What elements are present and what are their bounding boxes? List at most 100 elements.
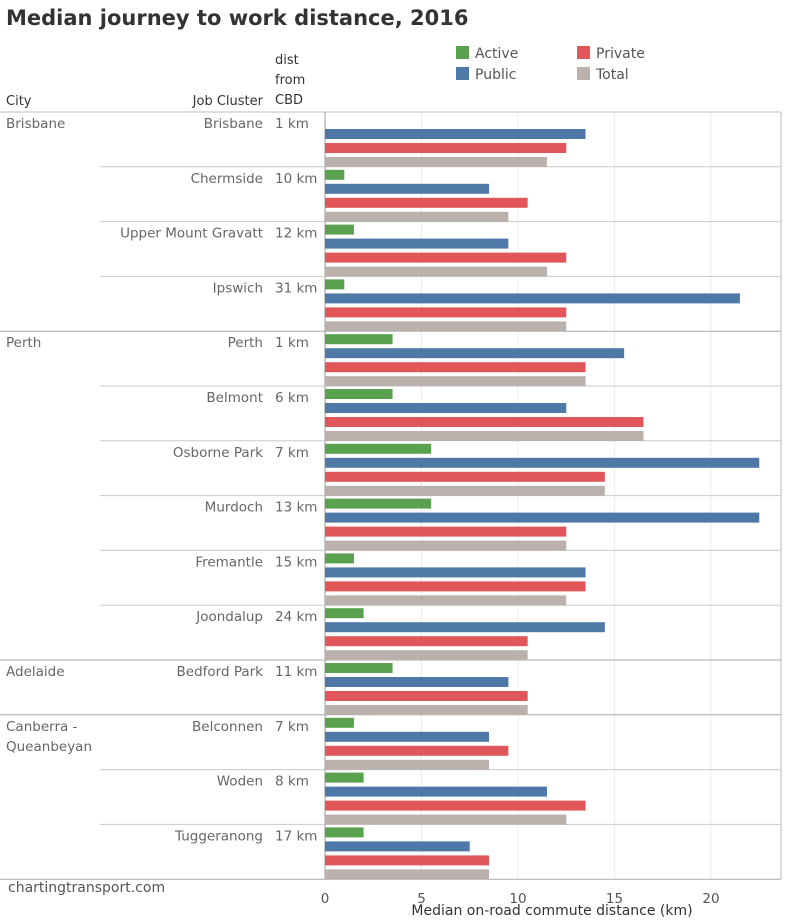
x-axis: 0 5 10 15 20 [321,891,720,907]
dist-from-cbd-label: 6 km [275,390,309,406]
bar-private [325,800,586,811]
job-cluster-label: Tuggeranong [174,828,263,844]
bar-public [325,622,605,633]
legend-swatch-private [577,46,590,59]
bar-private [325,417,644,427]
bar-private [325,636,528,647]
bar-private [325,691,528,701]
job-cluster-label: Belmont [206,390,263,406]
city-label: Brisbane [6,116,65,132]
bar-public [325,457,760,468]
job-cluster-label: Fremantle [195,554,263,570]
bar-active [325,663,393,673]
bar-public [325,238,509,249]
job-cluster-label: Perth [228,335,263,351]
bar-total [325,705,528,715]
bar-active [325,443,432,454]
legend-label-total: Total [595,67,629,83]
bar-total [325,650,528,661]
dist-from-cbd-label: 1 km [275,335,309,351]
bar-public [325,348,625,359]
bar-active [325,334,393,345]
dist-from-cbd-label: 17 km [275,828,317,844]
bar-total [325,540,567,551]
bar-active [325,772,364,783]
chart-rows: Brisbane Brisbane 1 km Chermside 10 km Upper … [6,116,317,844]
dist-from-cbd-label: 1 km [275,116,309,132]
legend-swatch-active [456,46,469,59]
bar-public [325,183,490,194]
bar-public [325,567,586,578]
bar-total [325,157,547,167]
job-cluster-label: Brisbane [204,116,263,132]
bar-total [325,211,509,222]
legend: Active Private Public Total [456,46,645,83]
bar-public [325,786,547,797]
city-label: Adelaide [6,664,65,680]
bar-active [325,279,345,290]
bar-public [325,841,470,852]
bar-private [325,745,509,756]
bar-public [325,731,490,742]
bar-private [325,526,567,537]
bar-private [325,307,567,318]
legend-label-public: Public [475,67,516,83]
bar-active [325,608,364,619]
bar-public [325,403,567,413]
job-cluster-label: Ipswich [213,280,263,296]
legend-swatch-public [456,67,469,80]
dist-from-cbd-label: 7 km [275,719,309,735]
x-tick-label: 5 [417,891,426,907]
x-tick-label: 15 [606,891,623,907]
job-cluster-label: Murdoch [205,500,263,516]
bar-active [325,717,354,728]
legend-swatch-total [577,67,590,80]
header-dist-line3: CBD [275,93,303,108]
bar-total [325,266,547,277]
source-credit: chartingtransport.com [8,880,165,896]
bar-private [325,197,528,208]
header-job-cluster: Job Cluster [192,94,264,109]
bar-total [325,485,605,496]
city-label: Queanbeyan [6,739,92,755]
bar-active [325,169,345,180]
header-city: City [6,94,32,109]
bar-private [325,855,490,866]
bar-public [325,512,760,523]
bar-public [325,129,586,139]
x-axis-title: Median on-road commute distance (km) [411,903,692,919]
job-cluster-label: Belconnen [192,719,263,735]
bar-private [325,581,586,592]
bar-total [325,431,644,441]
x-tick-label: 20 [702,891,719,907]
job-cluster-label: Woden [217,774,263,790]
bar-total [325,869,490,880]
x-tick-label: 0 [321,891,330,907]
bar-public [325,293,740,304]
bar-active [325,389,393,399]
dist-from-cbd-label: 7 km [275,445,309,461]
legend-label-active: Active [475,46,518,62]
job-cluster-label: Osborne Park [173,445,263,461]
bar-total [325,321,567,332]
bar-public [325,677,509,687]
bar-active [325,498,432,509]
city-label: Canberra - [6,719,78,735]
dist-from-cbd-label: 24 km [275,609,317,625]
chart-title: Median journey to work distance, 2016 [6,6,468,30]
dist-from-cbd-label: 12 km [275,226,317,242]
dist-from-cbd-label: 13 km [275,500,317,516]
dist-from-cbd-label: 15 km [275,554,317,570]
bar-private [325,143,567,153]
bar-active [325,224,354,235]
job-cluster-label: Chermside [191,171,263,187]
bar-total [325,759,490,770]
job-cluster-label: Joondalup [195,609,263,625]
legend-label-private: Private [596,46,645,62]
header-dist-line2: from [275,73,305,88]
dist-from-cbd-label: 10 km [275,171,317,187]
dist-from-cbd-label: 31 km [275,280,317,296]
x-tick-label: 10 [509,891,526,907]
bar-active [325,553,354,564]
